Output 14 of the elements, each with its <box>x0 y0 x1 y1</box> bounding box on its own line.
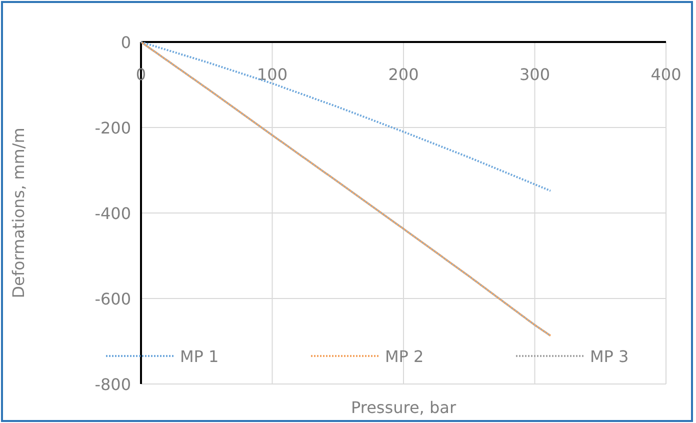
y-tick-label: -200 <box>94 118 131 138</box>
y-tick-label: -400 <box>94 204 131 223</box>
legend-label: MP 2 <box>385 347 424 366</box>
x-tick-label: 400 <box>650 65 682 84</box>
y-tick-label: -800 <box>94 375 131 394</box>
x-tick-label: 100 <box>256 65 288 84</box>
x-axis-title: Pressure, bar <box>350 398 456 417</box>
y-tick-label: -600 <box>94 290 131 308</box>
y-tick-label: 0 <box>120 33 131 52</box>
y-axis-title: Deformations, mm/m <box>9 128 28 298</box>
legend-label: MP 3 <box>590 347 629 366</box>
x-tick-label: 200 <box>388 65 419 84</box>
legend-label: MP 1 <box>180 347 219 366</box>
x-tick-label: 300 <box>519 65 550 84</box>
